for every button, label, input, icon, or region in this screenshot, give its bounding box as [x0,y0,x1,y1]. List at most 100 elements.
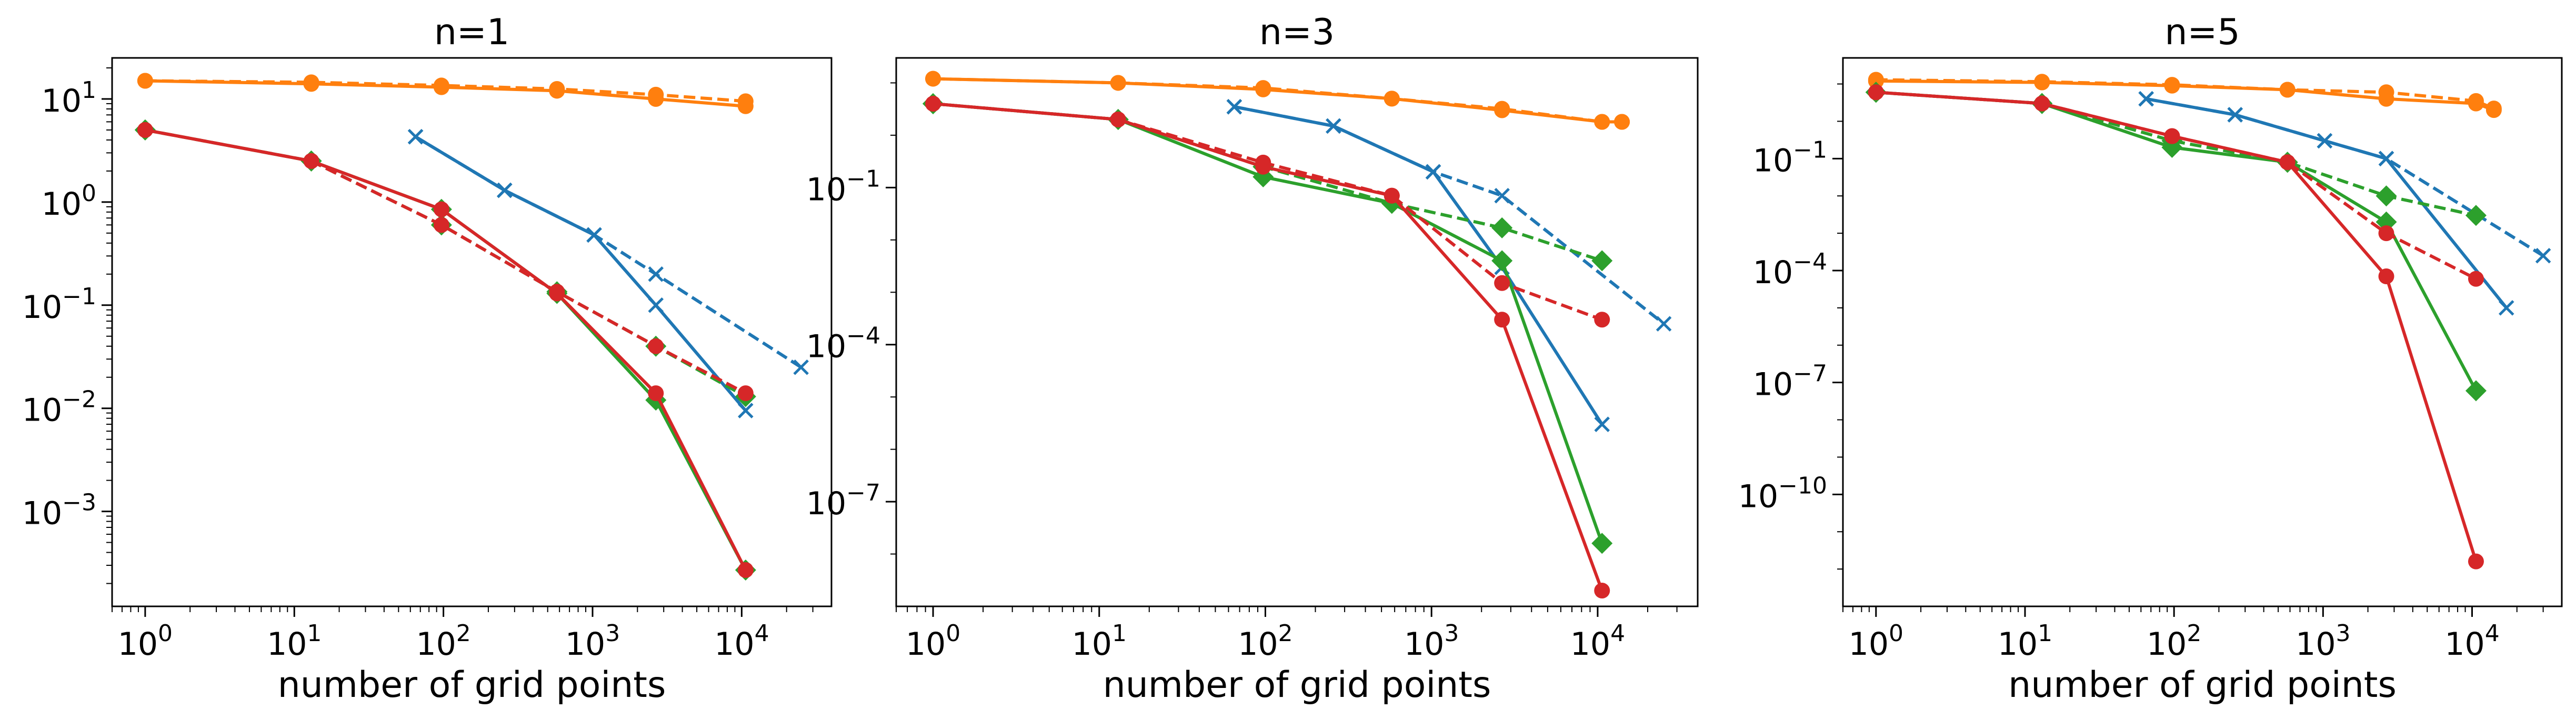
y-tick-label: 10−1 [806,165,880,208]
y-tick-label: 10−7 [806,480,880,522]
data-point-marker [648,266,664,282]
series-line [933,102,1603,322]
y-tick-label: 101 [42,77,96,119]
data-point-marker [1614,114,1630,130]
data-point-marker [648,338,664,354]
data-point-marker [2164,77,2180,93]
data-point-marker [2378,151,2394,167]
series-line [145,128,747,395]
x-tick-label: 101 [1998,620,2052,663]
y-tick-label: 10−2 [22,386,96,429]
y-tick-label: 10−10 [1738,472,1827,515]
x-tick-label: 100 [118,620,173,663]
x-tick-label: 101 [267,620,322,663]
data-point-marker [2034,74,2050,90]
subplot-3: 100 101 102 103 104 10−10 10−7 10−4 10−1 n=5 numbe… [1738,12,2563,706]
data-point-marker [925,71,941,87]
data-point-marker [586,227,602,243]
data-point-marker [303,153,319,169]
series-2 [925,71,1630,130]
data-point-marker [737,93,754,109]
axes-frame [111,57,833,607]
x-tick-label: 101 [1072,620,1127,663]
series-8 [137,122,754,402]
data-point-marker [1255,80,1271,96]
data-point-marker [2468,553,2484,570]
data-point-marker [648,297,664,313]
data-point-marker [497,182,513,198]
data-point-marker [1868,72,1884,88]
x-axis-label: number of grid points [1103,664,1491,706]
data-point-marker [1494,312,1510,328]
data-point-marker [2227,107,2243,123]
axes-frame [1842,57,2563,607]
data-point-marker [2499,300,2514,316]
data-point-marker [1226,99,1242,115]
subplot-title: n=3 [1259,12,1335,53]
data-point-marker [1591,250,1613,272]
data-point-marker [1594,416,1610,432]
data-point-marker [737,385,754,402]
data-point-marker [2375,211,2397,233]
plot-area [923,71,1672,599]
series-line [145,79,746,103]
data-point-marker [1425,164,1441,180]
data-point-marker [2465,205,2487,226]
data-point-marker [925,96,941,112]
subplot-1: 100 101 102 103 104 10−3 10−2 10−1 100 101 n=1 numb… [22,12,833,706]
series-4 [407,129,809,375]
data-point-marker [549,284,565,300]
data-point-marker [2034,95,2050,112]
x-tick-label: 103 [2296,620,2350,663]
y-tick-label: 10−4 [806,323,880,365]
x-tick-label: 103 [1404,620,1459,663]
subplot-2: 100 101 102 103 104 10−7 10−4 10−1 n=3 number of … [806,12,1699,706]
data-point-marker [2485,101,2502,117]
series-4 [2138,91,2551,264]
data-point-marker [1326,118,1341,134]
series-2 [1868,72,2502,117]
axes-frame [895,57,1699,607]
data-point-marker [2378,225,2394,242]
data-point-marker [1491,250,1513,272]
data-point-marker [1110,75,1126,91]
series-8 [1868,84,2484,287]
data-point-marker [2317,133,2333,149]
data-point-marker [1384,187,1400,204]
data-point-marker [1110,111,1126,127]
data-point-marker [648,385,664,402]
data-point-marker [2164,128,2180,144]
data-point-marker [303,74,319,91]
data-point-marker [2378,268,2394,284]
y-tick-label: 10−7 [1753,361,1827,403]
plot-area [134,73,809,581]
x-tick-label: 100 [906,620,960,663]
data-point-marker [1594,312,1610,328]
y-tick-label: 100 [42,180,96,223]
data-point-marker [137,73,153,89]
data-point-marker [2468,271,2484,287]
series-2 [137,73,754,109]
data-point-marker [433,201,449,217]
data-point-marker [2378,84,2394,101]
data-point-marker [433,217,449,233]
data-point-marker [1594,583,1610,599]
x-tick-label: 104 [2444,620,2499,663]
data-point-marker [2465,380,2487,402]
x-tick-label: 103 [565,620,620,663]
data-point-marker [1255,154,1271,171]
y-tick-label: 10−3 [22,490,96,532]
x-tick-label: 102 [1238,620,1292,663]
data-point-marker [737,562,754,578]
data-point-marker [1591,533,1613,554]
y-tick-label: 10−4 [1753,248,1827,291]
x-tick-label: 102 [2147,620,2201,663]
series-8 [925,96,1610,328]
data-point-marker [738,403,754,418]
data-point-marker [1384,91,1400,107]
data-point-marker [433,77,449,94]
series-line [1876,91,2477,281]
x-tick-label: 104 [1570,620,1625,663]
x-axis-label: number of grid points [278,664,666,706]
x-axis-label: number of grid points [2008,664,2397,706]
